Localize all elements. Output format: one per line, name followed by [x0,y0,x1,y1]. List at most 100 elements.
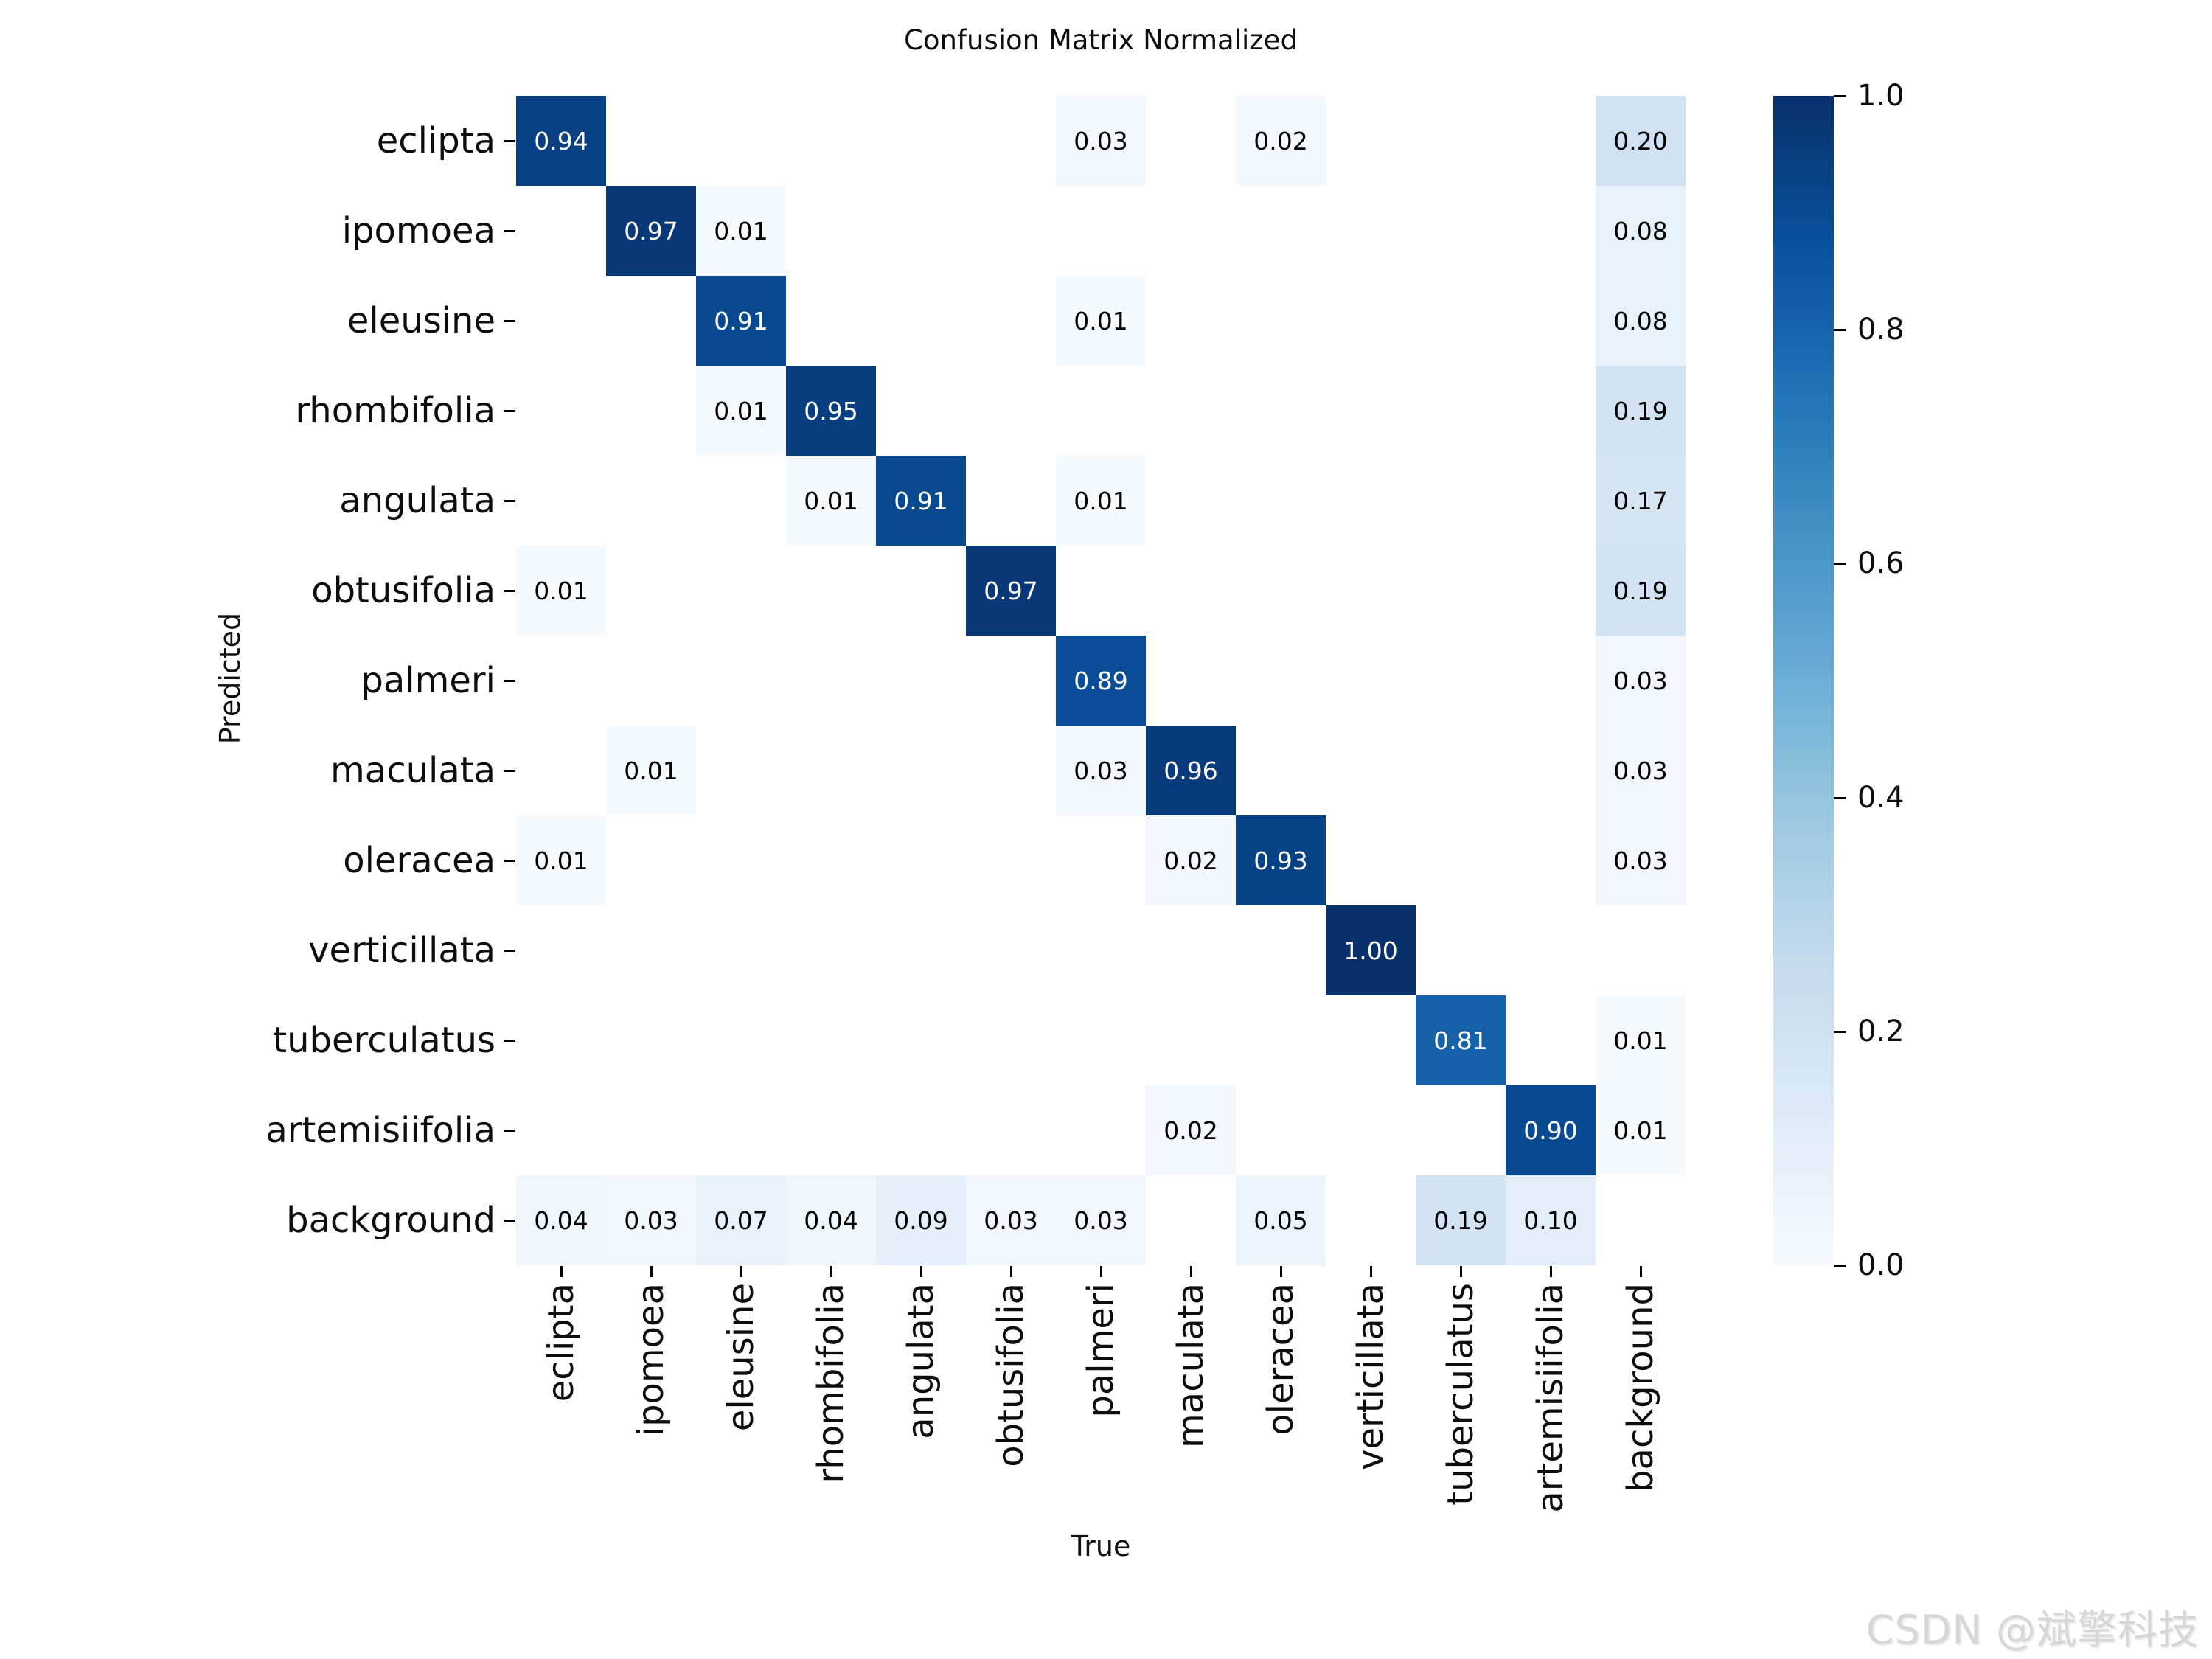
heatmap-cell: 0.03 [1056,1175,1146,1265]
heatmap-cell [1326,1085,1416,1175]
heatmap-cell: 0.93 [1236,815,1326,905]
heatmap-cell: 0.01 [696,186,786,276]
heatmap-cell [1506,905,1596,995]
heatmap-cell: 0.02 [1146,1085,1236,1175]
heatmap-cell [516,366,606,456]
heatmap-cell: 0.01 [516,546,606,636]
heatmap-cell [876,726,966,815]
heatmap-cell [1416,726,1506,815]
y-tick-label: angulata [339,480,495,521]
heatmap-cell [516,186,606,276]
heatmap-cell [1326,186,1416,276]
heatmap-cell [966,726,1056,815]
heatmap-cell [786,276,876,366]
heatmap-cell [1146,636,1236,726]
heatmap-cell [516,995,606,1085]
y-tick-mark [504,680,515,682]
heatmap-cell: 0.08 [1596,186,1686,276]
heatmap-cell: 0.20 [1596,96,1686,186]
colorbar-tick-label: 1.0 [1857,79,1905,113]
heatmap-cell [1236,186,1326,276]
colorbar-tick-mark [1834,95,1846,97]
heatmap-cell: 0.07 [696,1175,786,1265]
x-tick-label: oleracea [1260,1283,1301,1436]
heatmap-cell [1056,815,1146,905]
heatmap-cell [1416,636,1506,726]
heatmap-cell [516,636,606,726]
heatmap-cell [966,366,1056,456]
heatmap-cell [876,546,966,636]
y-tick-label: background [286,1200,495,1241]
heatmap-cell [516,726,606,815]
heatmap-cell [1146,366,1236,456]
heatmap-cell [1056,905,1146,995]
heatmap-cell [1146,546,1236,636]
heatmap-cell: 0.91 [696,276,786,366]
heatmap-cell [786,546,876,636]
x-tick-mark [830,1266,832,1277]
heatmap-cell: 0.81 [1416,995,1506,1085]
heatmap-cell [786,1085,876,1175]
heatmap-cell [966,456,1056,546]
y-tick-label: rhombifolia [295,390,495,431]
heatmap-cell [1506,276,1596,366]
heatmap-cell: 0.01 [786,456,876,546]
heatmap-cell [1596,905,1686,995]
heatmap-cell [1236,546,1326,636]
heatmap-cell: 1.00 [1326,905,1416,995]
heatmap-cell: 0.01 [696,366,786,456]
heatmap-cell: 0.05 [1236,1175,1326,1265]
heatmap-cell [1236,1085,1326,1175]
x-tick-label: palmeri [1080,1283,1121,1418]
heatmap-cell [1236,995,1326,1085]
heatmap-cell [1056,995,1146,1085]
heatmap-cell: 0.03 [1056,96,1146,186]
heatmap-cell [1146,995,1236,1085]
heatmap-cell [1326,815,1416,905]
heatmap-cell: 0.96 [1146,726,1236,815]
heatmap-cell: 0.89 [1056,636,1146,726]
heatmap-cell: 0.03 [1596,726,1686,815]
heatmap-cell [966,636,1056,726]
heatmap-cell [966,96,1056,186]
colorbar-tick-label: 0.6 [1857,546,1905,581]
heatmap-cell [1146,276,1236,366]
heatmap-cell [1416,1085,1506,1175]
heatmap-cell [696,546,786,636]
heatmap-cell [1506,96,1596,186]
colorbar-tick-label: 0.0 [1857,1248,1905,1282]
x-axis-title: True [1071,1530,1131,1562]
heatmap-cell: 0.17 [1596,456,1686,546]
y-tick-mark [504,500,515,502]
y-tick-label: eclipta [376,120,495,161]
heatmap-cell: 0.95 [786,366,876,456]
heatmap-cell [1416,905,1506,995]
y-tick-mark [504,1130,515,1132]
y-tick-label: eleusine [347,300,495,341]
heatmap-cell: 0.01 [1596,995,1686,1085]
y-tick-mark [504,950,515,952]
heatmap-cell [606,276,696,366]
heatmap-cell [786,726,876,815]
x-tick-label: tuberculatus [1440,1283,1481,1506]
heatmap-cell: 0.03 [1056,726,1146,815]
heatmap-cell: 0.03 [1596,636,1686,726]
x-tick-mark [650,1266,653,1277]
heatmap-cell [696,726,786,815]
y-tick-label: tuberculatus [273,1020,495,1061]
heatmap-cell [786,96,876,186]
heatmap-cell [876,186,966,276]
y-tick-mark [504,860,515,862]
heatmap-cell [606,905,696,995]
heatmap-cell [876,995,966,1085]
heatmap-cell: 0.03 [1596,815,1686,905]
heatmap-cell [606,815,696,905]
y-tick-mark [504,140,515,142]
colorbar-tick-label: 0.2 [1857,1014,1905,1048]
heatmap-cell [1506,456,1596,546]
heatmap-cell [786,186,876,276]
heatmap-cell [1326,995,1416,1085]
heatmap-cell [1596,1175,1686,1265]
heatmap-cell: 0.90 [1506,1085,1596,1175]
